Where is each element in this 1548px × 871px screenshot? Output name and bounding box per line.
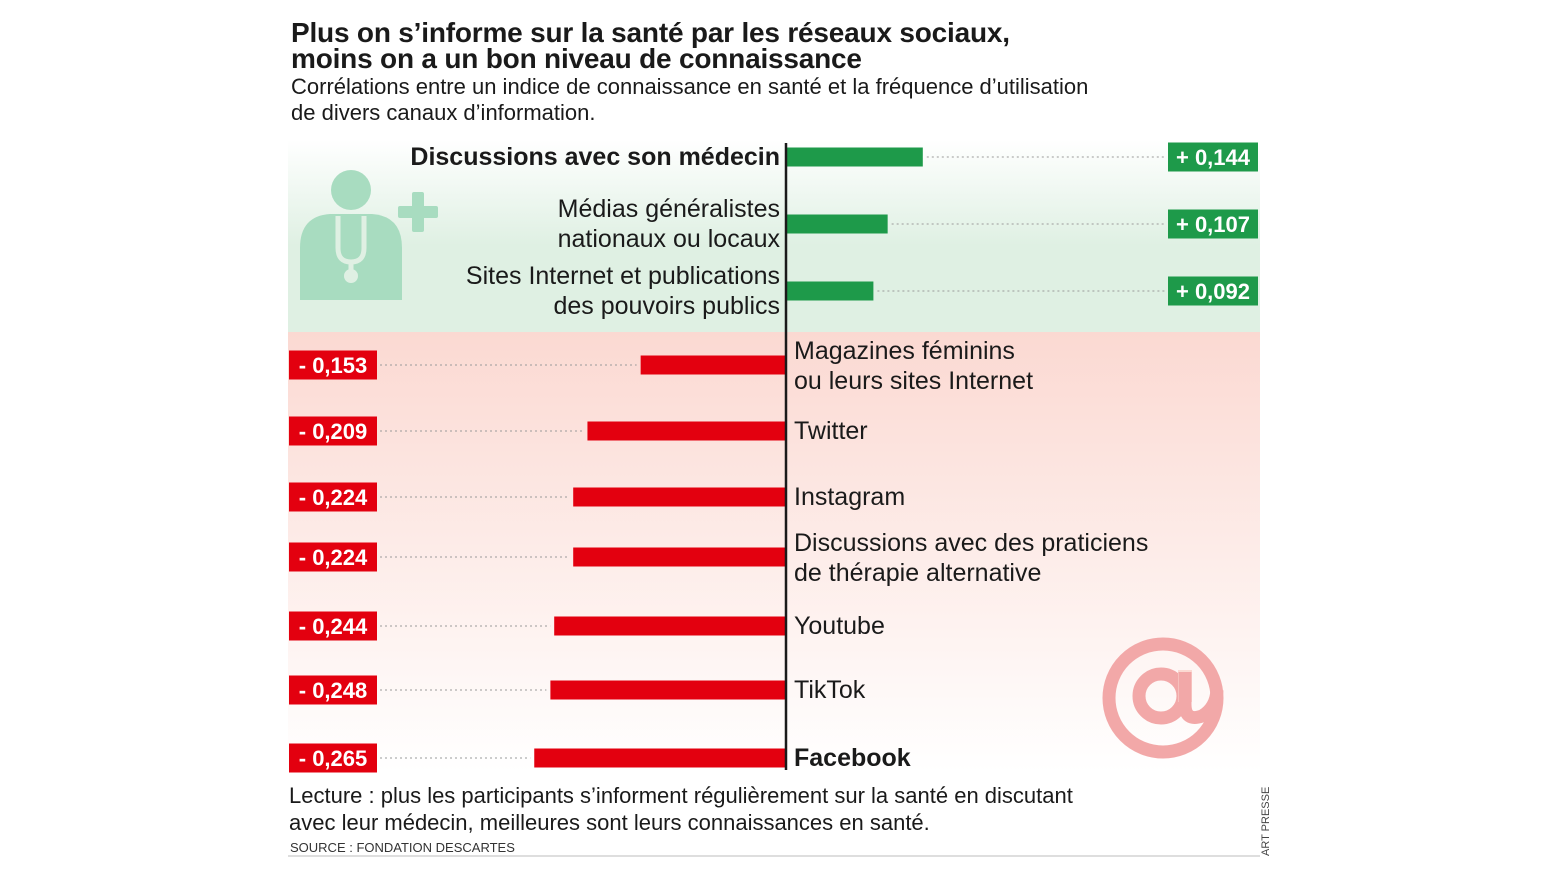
value-label: - 0,244 [299,614,368,639]
value-label: + 0,092 [1176,279,1250,304]
value-label: - 0,265 [299,746,368,771]
category-label: Magazines féminins [794,337,1015,365]
category-label: Twitter [794,417,868,445]
category-label: Facebook [794,744,911,772]
chart-subtitle-line-2: de divers canaux d’information. [291,100,596,125]
value-label: + 0,144 [1176,145,1251,170]
chart-title-line-1: Plus on s’informe sur la santé par les r… [291,17,1010,48]
category-label: Instagram [794,483,905,511]
value-label: - 0,224 [299,545,368,570]
at-sign-icon [1102,637,1224,759]
bar [786,214,888,234]
value-label: - 0,224 [299,485,368,510]
bar [587,421,786,441]
category-label: TikTok [794,676,866,704]
category-label: Sites Internet et publications [466,262,780,290]
value-badge [289,611,377,641]
bar [786,281,874,301]
bar [573,487,786,507]
value-badge [289,482,377,512]
value-badge [1168,142,1258,172]
value-badge [289,675,377,705]
chart-title-line-2: moins on a un bon niveau de connaissance [291,43,862,74]
category-label: nationaux ou locaux [558,225,781,253]
source-note: SOURCE : FONDATION DESCARTES [290,840,515,855]
value-badge [289,350,377,380]
category-label: des pouvoirs publics [553,292,780,320]
value-badge [1168,209,1258,239]
bar [640,355,786,375]
positive-band [288,140,1260,332]
value-badge [289,743,377,773]
chart-subtitle-line-1: Corrélations entre un indice de connaiss… [291,74,1089,99]
value-label: + 0,107 [1176,212,1250,237]
reading-note-line-1: Lecture : plus les participants s’inform… [289,783,1073,808]
category-label: Youtube [794,612,885,640]
bars-layer: + 0,144 Discussions avec son médecin + 0,1… [289,142,1258,773]
category-label: Discussions avec son médecin [410,143,780,171]
category-label: ou leurs sites Internet [794,367,1033,395]
value-label: - 0,248 [299,678,368,703]
category-label: Discussions avec des praticiens [794,529,1148,557]
value-label: - 0,209 [299,419,368,444]
value-label: - 0,153 [299,353,368,378]
credit-text: ART PRESSE [1260,786,1272,856]
bar [554,616,786,636]
value-badge [1168,276,1258,306]
value-badge [289,416,377,446]
reading-note-line-2: avec leur médecin, meilleures sont leurs… [289,810,930,835]
doctor-icon [300,170,438,300]
bar [786,147,923,167]
bar [573,547,786,567]
category-label: Médias généralistes [558,195,780,223]
bar [550,680,786,700]
value-badge [289,542,377,572]
category-label: de thérapie alternative [794,559,1041,587]
bar [534,748,786,768]
